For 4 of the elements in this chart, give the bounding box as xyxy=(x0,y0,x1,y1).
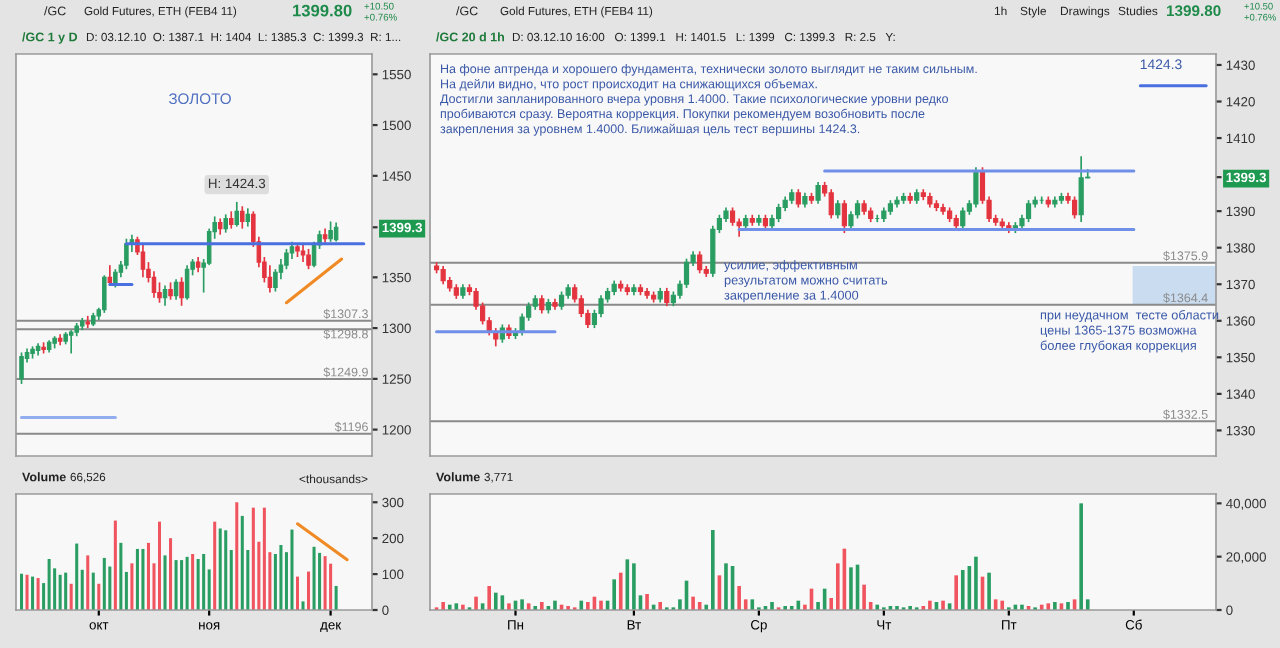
text: 1399.80 xyxy=(293,4,352,17)
candlestick xyxy=(85,315,91,329)
candlestick xyxy=(284,248,289,271)
candlestick xyxy=(306,248,311,271)
